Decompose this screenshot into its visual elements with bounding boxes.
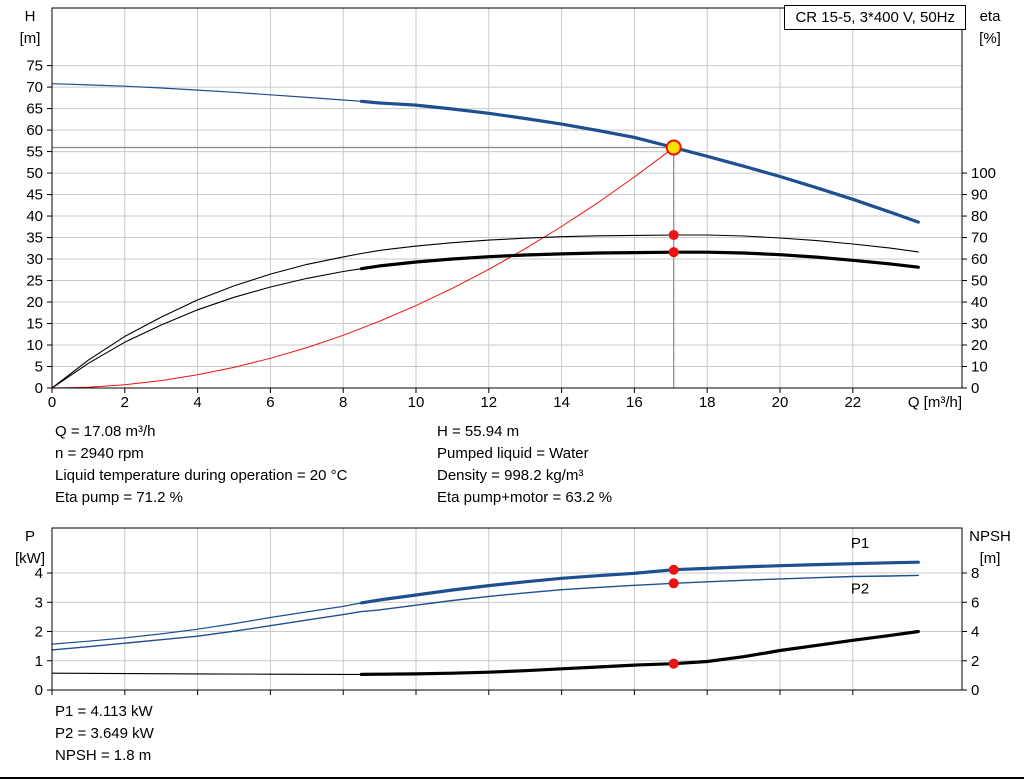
npsh-curve-thin [51, 672, 362, 675]
y-right-tick-label: 6 [971, 594, 979, 611]
y-right-axis-label: [m] [980, 550, 1001, 567]
y-right-tick-label: 0 [971, 682, 979, 699]
y-right-tick-label: 30 [971, 316, 988, 333]
y-left-tick-label: 55 [26, 144, 43, 161]
y-left-tick-label: 10 [26, 337, 43, 354]
info-line-p2: P2 = 3.649 kW [55, 725, 154, 742]
y-right-axis-label: eta [980, 8, 1002, 25]
y-left-tick-label: 5 [35, 359, 43, 376]
y-left-tick-label: 70 [26, 79, 43, 96]
head-curve-thin [51, 83, 362, 102]
head-capacity-eta-chart: 0510152025303540455055606570750102030405… [20, 7, 1002, 411]
eta-pump-motor-curve [359, 250, 920, 271]
y-left-axis-label: [m] [20, 30, 41, 47]
y-left-tick-label: 2 [35, 624, 43, 641]
npsh-curve [359, 629, 920, 676]
pump-model-label: CR 15-5, 3*400 V, 50Hz [795, 9, 955, 26]
y-left-tick-label: 65 [26, 101, 43, 118]
y-left-tick-label: 20 [26, 294, 43, 311]
y-left-axis-label: P [25, 528, 35, 545]
x-tick-label: 4 [193, 394, 201, 411]
p2-curve [51, 574, 919, 651]
power-data-column: P1 = 4.113 kW P2 = 3.649 kW NPSH = 1.8 m [55, 701, 154, 767]
duty-data-right-column: H = 55.94 m Pumped liquid = Water Densit… [437, 421, 612, 509]
info-line-pumped-liquid: Pumped liquid = Water [437, 445, 589, 462]
x-tick-label: 10 [408, 394, 425, 411]
y-left-tick-label: 4 [35, 565, 43, 582]
y-right-tick-label: 8 [971, 565, 979, 582]
y-left-tick-label: 30 [26, 251, 43, 268]
p2-point [668, 578, 679, 589]
info-line-density: Density = 998.2 kg/m³ [437, 467, 584, 484]
y-right-tick-label: 70 [971, 230, 988, 247]
y-right-tick-label: 90 [971, 187, 988, 204]
system-curve [51, 147, 675, 389]
info-line-speed: n = 2940 rpm [55, 445, 144, 462]
p1-curve-thin [51, 602, 362, 645]
plot-frame [51, 7, 963, 389]
head-curve [359, 99, 920, 224]
y-right-tick-label: 100 [971, 165, 996, 182]
y-left-tick-label: 50 [26, 165, 43, 182]
x-tick-label: 2 [121, 394, 129, 411]
x-tick-label: 12 [480, 394, 497, 411]
duty-data-left-column: Q = 17.08 m³/h n = 2940 rpm Liquid tempe… [55, 421, 347, 509]
y-left-tick-label: 1 [35, 653, 43, 670]
x-axis-label: Q [m³/h] [908, 394, 962, 411]
y-right-tick-label: 60 [971, 251, 988, 268]
y-left-axis-label: [kW] [15, 550, 45, 567]
y-left-tick-label: 40 [26, 208, 43, 225]
y-right-axis-label: [%] [979, 30, 1001, 47]
eta-pump-motor-point [668, 247, 679, 258]
y-right-tick-label: 10 [971, 359, 988, 376]
y-right-tick-label: 2 [971, 653, 979, 670]
y-right-tick-label: 20 [971, 337, 988, 354]
y-left-tick-label: 25 [26, 273, 43, 290]
y-left-tick-label: 0 [35, 682, 43, 699]
x-tick-label: 16 [626, 394, 643, 411]
x-tick-label: 8 [339, 394, 347, 411]
eta-pump-motor-curve-thin [51, 268, 362, 389]
x-tick-label: 18 [699, 394, 716, 411]
x-tick-label: 0 [48, 394, 56, 411]
page-bottom-rule [0, 777, 1024, 779]
y-left-tick-label: 0 [35, 380, 43, 397]
info-line-p1: P1 = 4.113 kW [55, 703, 153, 720]
y-right-tick-label: 40 [971, 294, 988, 311]
y-right-tick-label: 4 [971, 624, 979, 641]
y-left-tick-label: 35 [26, 230, 43, 247]
power-npsh-chart: 0 1 2 3 4 0 2 4 6 8 P [kW] NPSH [m] P1 P2 [15, 527, 1011, 699]
info-line-liquid-temperature: Liquid temperature during operation = 20… [55, 467, 348, 484]
p1-curve [359, 560, 920, 605]
y-left-axis-label: H [25, 8, 36, 25]
y-left-tick-label: 45 [26, 187, 43, 204]
series-label-p1: P1 [851, 535, 869, 552]
x-tick-label: 20 [772, 394, 789, 411]
y-right-tick-label: 0 [971, 380, 979, 397]
npsh-point [668, 658, 679, 669]
info-line-eta-pump: Eta pump = 71.2 % [55, 489, 183, 506]
info-line-npsh: NPSH = 1.8 m [55, 747, 152, 764]
p1-point [668, 564, 679, 575]
plot-frame [51, 527, 963, 691]
x-tick-label: 6 [266, 394, 274, 411]
x-tick-label: 14 [553, 394, 570, 411]
y-right-tick-label: 80 [971, 208, 988, 225]
x-tick-label: 22 [844, 394, 861, 411]
duty-point[interactable] [665, 139, 682, 156]
y-left-tick-label: 75 [26, 58, 43, 75]
y-right-axis-label: NPSH [969, 528, 1011, 545]
info-line-flow: Q = 17.08 m³/h [55, 423, 156, 440]
y-left-tick-label: 60 [26, 122, 43, 139]
y-left-tick-label: 3 [35, 594, 43, 611]
series-label-p2: P2 [851, 581, 869, 598]
pump-model-legend: CR 15-5, 3*400 V, 50Hz [784, 5, 966, 30]
eta-pump-curve [51, 234, 919, 389]
info-line-head: H = 55.94 m [437, 423, 520, 440]
eta-pump-point [668, 229, 679, 240]
y-right-tick-label: 50 [971, 273, 988, 290]
y-left-tick-label: 15 [26, 316, 43, 333]
info-line-eta-pump-motor: Eta pump+motor = 63.2 % [437, 489, 613, 506]
